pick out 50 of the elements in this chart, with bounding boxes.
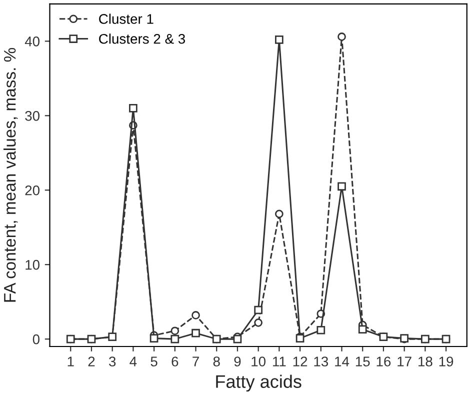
y-tick-label: 10 xyxy=(26,260,40,270)
point xyxy=(338,182,346,191)
point xyxy=(192,311,200,320)
point xyxy=(233,334,242,344)
point xyxy=(254,306,262,314)
point xyxy=(442,334,450,344)
point xyxy=(254,318,262,327)
x-tick-label: 11 xyxy=(273,356,286,366)
point xyxy=(170,334,180,344)
x-tick-label: 12 xyxy=(293,356,308,366)
legend-label: Clusters 2 & 3 xyxy=(99,34,185,44)
y-tick-label: 30 xyxy=(25,110,40,121)
x-tick-label: 15 xyxy=(356,356,370,366)
x-tick-label: 8 xyxy=(213,356,220,366)
point xyxy=(212,334,221,344)
x-tick-label: 14 xyxy=(335,356,350,366)
legend-label: Cluster 1 xyxy=(99,14,154,24)
point xyxy=(275,210,284,218)
point xyxy=(338,32,346,41)
x-tick-label: 18 xyxy=(418,356,432,366)
y-tick-label: 0 xyxy=(32,334,40,344)
y-tick-label: 40 xyxy=(24,36,40,46)
x-tick-label: 19 xyxy=(439,356,454,366)
point xyxy=(129,104,138,112)
point xyxy=(316,326,326,334)
x-tick-label: 7 xyxy=(192,356,199,366)
point xyxy=(108,332,117,341)
x-tick-label: 10 xyxy=(252,356,266,366)
x-tick-label: 13 xyxy=(314,356,328,366)
y-tick-label: 20 xyxy=(25,185,40,196)
x-tick-label: 2 xyxy=(88,356,95,366)
point xyxy=(87,334,96,344)
point xyxy=(379,332,388,341)
x-tick-label: 3 xyxy=(109,356,116,366)
x-tick-label: 6 xyxy=(172,356,178,366)
x-axis-title: Fatty acids xyxy=(216,374,302,392)
x-tick-label: 16 xyxy=(376,356,391,366)
point xyxy=(170,326,180,336)
x-tick-label: 9 xyxy=(234,356,241,366)
point xyxy=(150,334,158,342)
x-tick-label: 5 xyxy=(150,356,158,366)
point xyxy=(275,36,284,44)
x-tick-label: 17 xyxy=(398,356,412,366)
x-tick-label: 1 xyxy=(68,356,74,366)
point xyxy=(192,328,200,338)
x-tick-label: 4 xyxy=(130,356,137,366)
point xyxy=(66,334,75,344)
y-axis-title: FA content, mean values, mass. % xyxy=(4,48,18,302)
point xyxy=(421,334,430,344)
point xyxy=(358,325,367,334)
